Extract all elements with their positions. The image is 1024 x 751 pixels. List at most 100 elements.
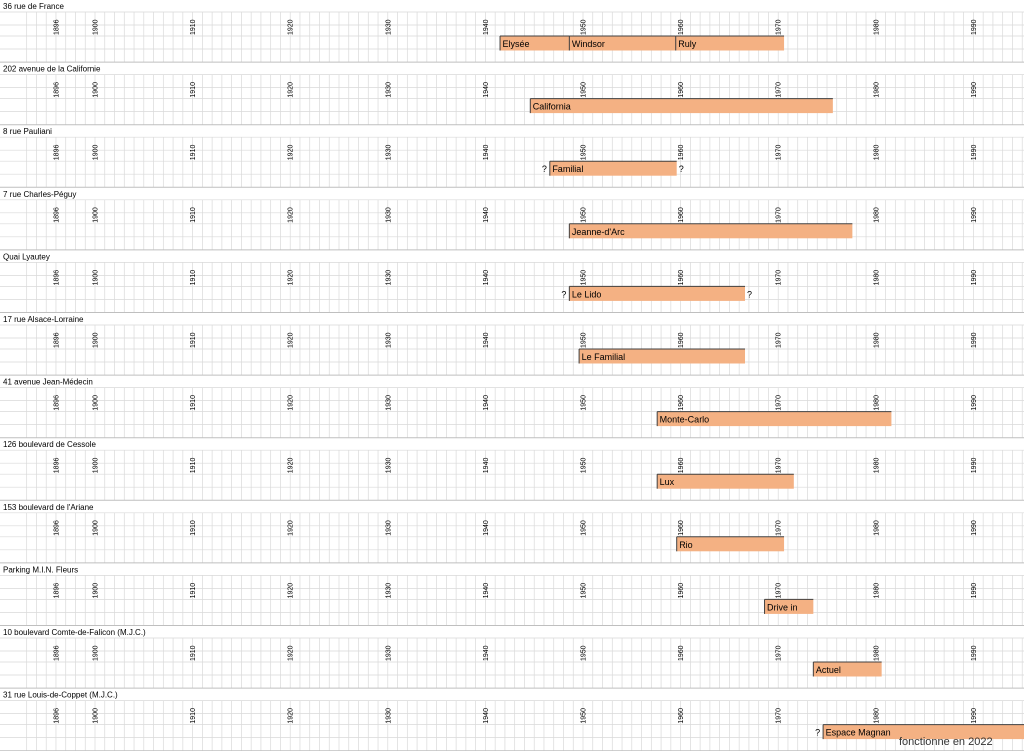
tick-label: 1970 <box>776 145 783 161</box>
tick-label: 1910 <box>190 145 197 161</box>
timeline-row: 126 boulevard de Cessole 1896 1900 1910 1920… <box>0 440 1024 501</box>
tick-label: 1960 <box>678 207 685 223</box>
tick-label: 1940 <box>483 332 490 348</box>
tick-label: 1940 <box>483 458 490 474</box>
tick-label: 1910 <box>190 270 197 286</box>
tick-label: 1950 <box>581 708 588 724</box>
tick-label: 1960 <box>678 708 685 724</box>
row-address: Parking M.I.N. Fleurs <box>3 565 78 574</box>
tick-label: 1950 <box>581 19 588 35</box>
timeline-row: 8 rue Pauliani 1896 1900 1910 1920 1930 1940 19… <box>0 127 1024 188</box>
row-address: 36 rue de France <box>3 2 64 11</box>
tick-label: 1990 <box>971 332 978 348</box>
tick-label: 1930 <box>385 207 392 223</box>
tick-label: 1990 <box>971 645 978 661</box>
tick-label: 1900 <box>93 520 100 536</box>
tick-label: 1960 <box>678 458 685 474</box>
bar-label: Le Familial <box>582 352 626 362</box>
tick-label: 1900 <box>93 645 100 661</box>
tick-label: 1990 <box>971 395 978 411</box>
tick-label: 1980 <box>873 708 880 724</box>
timeline-bar <box>676 536 785 552</box>
tick-label: 1920 <box>288 145 295 161</box>
tick-label: 1900 <box>93 145 100 161</box>
bar-label: California <box>533 102 571 112</box>
tick-label: 1920 <box>288 708 295 724</box>
tick-label: 1940 <box>483 395 490 411</box>
tick-label: 1896 <box>53 332 60 348</box>
tick-label: 1950 <box>581 332 588 348</box>
tick-label: 1930 <box>385 145 392 161</box>
tick-label: 1930 <box>385 270 392 286</box>
bar-label: Lux <box>660 477 675 487</box>
uncertain-end-mark: ? <box>747 289 752 299</box>
timeline-row: 36 rue de France 1896 1900 1910 1920 1930 1940… <box>0 2 1024 63</box>
row-address: 8 rue Pauliani <box>3 127 52 136</box>
timeline-bar <box>675 36 785 51</box>
tick-label: 1960 <box>678 19 685 35</box>
bar-label: Jeanne-d'Arc <box>572 227 625 237</box>
tick-label: 1930 <box>385 458 392 474</box>
tick-label: 1990 <box>971 520 978 536</box>
timeline-row: 202 avenue de la Californie 1896 1900 1910 1… <box>0 65 1024 126</box>
tick-label: 1930 <box>385 708 392 724</box>
tick-label: 1930 <box>385 19 392 35</box>
tick-label: 1920 <box>288 583 295 599</box>
tick-label: 1960 <box>678 82 685 98</box>
tick-label: 1920 <box>288 645 295 661</box>
tick-label: 1970 <box>776 332 783 348</box>
tick-label: 1950 <box>581 583 588 599</box>
tick-label: 1950 <box>581 270 588 286</box>
tick-label: 1910 <box>190 207 197 223</box>
uncertain-start-mark: ? <box>542 164 547 174</box>
tick-label: 1970 <box>776 708 783 724</box>
tick-label: 1896 <box>53 270 60 286</box>
tick-label: 1930 <box>385 82 392 98</box>
tick-label: 1990 <box>971 145 978 161</box>
bar-label: Drive in <box>767 602 798 612</box>
tick-label: 1940 <box>483 19 490 35</box>
timeline-row: 31 rue Louis-de-Coppet (M.J.C.) 1896 1900 1… <box>0 691 1024 751</box>
tick-label: 1980 <box>873 270 880 286</box>
timeline-row: 17 rue Alsace-Lorraine 1896 1900 1910 1920 19… <box>0 315 1024 376</box>
tick-label: 1900 <box>93 583 100 599</box>
tick-label: 1960 <box>678 583 685 599</box>
bar-label: Espace Magnan <box>826 728 891 738</box>
tick-label: 1970 <box>776 645 783 661</box>
tick-label: 1896 <box>53 145 60 161</box>
tick-label: 1920 <box>288 19 295 35</box>
tick-label: 1896 <box>53 207 60 223</box>
tick-label: 1896 <box>53 395 60 411</box>
tick-label: 1970 <box>776 520 783 536</box>
tick-label: 1930 <box>385 332 392 348</box>
tick-label: 1980 <box>873 82 880 98</box>
tick-label: 1920 <box>288 458 295 474</box>
tick-label: 1920 <box>288 270 295 286</box>
tick-label: 1900 <box>93 332 100 348</box>
timeline-bar <box>500 36 570 51</box>
tick-label: 1900 <box>93 82 100 98</box>
tick-label: 1960 <box>678 332 685 348</box>
tick-label: 1910 <box>190 332 197 348</box>
tick-label: 1960 <box>678 270 685 286</box>
timeline-row: 7 rue Charles-Péguy 1896 1900 1910 1920 1930 1… <box>0 190 1024 251</box>
tick-label: 1940 <box>483 82 490 98</box>
tick-label: 1990 <box>971 458 978 474</box>
tick-label: 1980 <box>873 458 880 474</box>
tick-label: 1950 <box>581 82 588 98</box>
tick-label: 1960 <box>678 520 685 536</box>
tick-label: 1950 <box>581 207 588 223</box>
timeline-bar <box>569 286 746 301</box>
row-address: 7 rue Charles-Péguy <box>3 190 76 199</box>
timeline-row: 10 boulevard Comte-de-Falicon (M.J.C.) 18… <box>0 628 1024 689</box>
tick-label: 1940 <box>483 270 490 286</box>
row-address: 41 avenue Jean-Médecin <box>3 378 93 387</box>
timeline-row: 153 boulevard de l'Ariane 1896 1900 1910 192… <box>0 503 1024 564</box>
uncertain-start-mark: ? <box>815 728 820 738</box>
bar-label: Ruly <box>678 39 697 49</box>
tick-label: 1896 <box>53 520 60 536</box>
tick-label: 1900 <box>93 708 100 724</box>
tick-label: 1930 <box>385 520 392 536</box>
row-address: 31 rue Louis-de-Coppet (M.J.C.) <box>3 691 118 700</box>
